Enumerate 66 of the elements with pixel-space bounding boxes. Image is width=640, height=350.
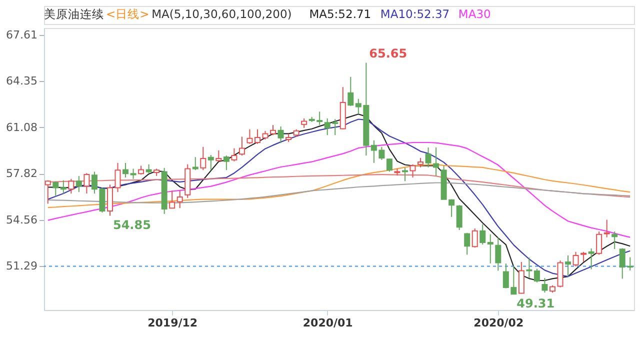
- candlestick: [216, 150, 222, 162]
- candlestick: [402, 167, 408, 182]
- candlestick: [254, 128, 260, 144]
- x-tick-label: 2019/12: [148, 316, 198, 330]
- candlestick: [106, 184, 113, 216]
- line-series: [47, 142, 631, 238]
- candlestick: [231, 148, 238, 162]
- candlestick: [472, 228, 478, 248]
- candlestick: [410, 164, 416, 178]
- chart-title: 美原油连续: [44, 7, 104, 21]
- candlestick: [130, 168, 136, 180]
- candlestick: [301, 118, 308, 128]
- y-tick-label: 64.35: [6, 74, 38, 88]
- candlestick: [433, 146, 440, 176]
- candlestick: [84, 172, 90, 194]
- candlestick: [44, 180, 51, 204]
- candlestick: [386, 158, 392, 172]
- candlestick: [604, 219, 610, 238]
- candlestick: [238, 136, 245, 156]
- candlestick: [487, 234, 494, 264]
- y-tick-label: 67.61: [6, 28, 38, 42]
- y-tick-label: 54.56: [6, 213, 38, 226]
- text: MA5:52.71: [309, 7, 372, 21]
- candlestick: [612, 230, 618, 250]
- chart-subtitle: <日线>: [106, 7, 150, 21]
- candlestick: [557, 260, 564, 288]
- candlestick: [588, 248, 594, 270]
- candlestick: [464, 232, 470, 256]
- candlestick: [208, 154, 214, 171]
- candlestick: [580, 251, 587, 262]
- candlestick: [596, 230, 602, 256]
- candlestick: [114, 162, 121, 193]
- annotation: 54.85: [112, 218, 151, 232]
- candlestick: [176, 190, 183, 209]
- candlestick: [456, 204, 462, 231]
- legend-title: MA(5,10,30,60,100,200): [152, 7, 292, 21]
- candlestick: [169, 190, 176, 209]
- x-tick-label: 2020/01: [302, 316, 353, 330]
- annotation: 65.65: [369, 46, 408, 61]
- y-tick-label: 51.29: [6, 260, 38, 273]
- candlestick: [542, 277, 548, 294]
- x-tick-label: 2020/02: [474, 316, 524, 330]
- candlestick: [122, 162, 129, 178]
- text: MA30: [458, 7, 491, 21]
- candlestick: [480, 224, 486, 246]
- candlestick: [565, 254, 572, 278]
- candlestick: [526, 257, 532, 278]
- candlestick: [495, 236, 502, 272]
- candlestick: [425, 146, 432, 168]
- candlestick: [348, 76, 354, 106]
- candlestick: [534, 268, 540, 283]
- text: MA10:52.37: [380, 7, 450, 21]
- candlestick: [68, 178, 74, 194]
- y-tick-label: 57.82: [6, 167, 38, 180]
- candlestick: [76, 175, 82, 193]
- candlestick: [246, 128, 253, 144]
- candlestick: [572, 251, 579, 267]
- candlestick: [200, 146, 206, 171]
- candlestick: [518, 261, 524, 294]
- candlestick: [52, 180, 59, 197]
- y-tick-label: 61.08: [6, 120, 38, 134]
- candlestick: [60, 180, 66, 194]
- candlestick: [278, 126, 284, 144]
- candlestick: [418, 157, 424, 168]
- annotation: 49.31: [516, 296, 555, 310]
- candlestick: [223, 155, 230, 171]
